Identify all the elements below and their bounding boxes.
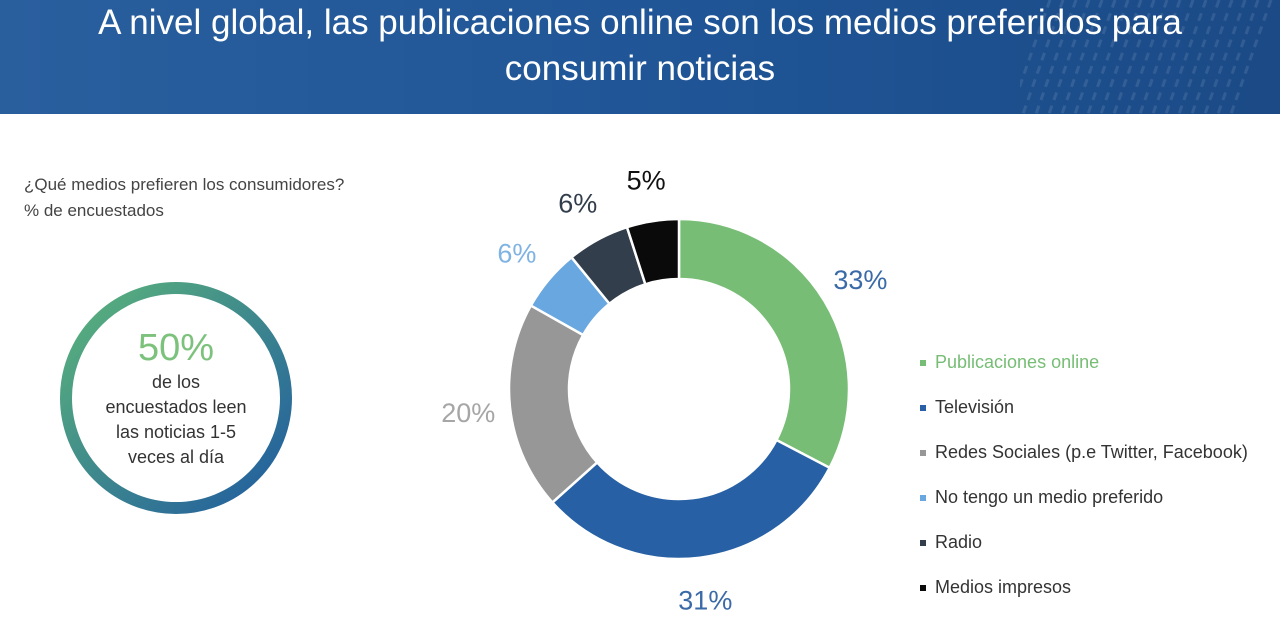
title-line-1: A nivel global, las publicaciones online…: [98, 3, 1182, 42]
donut-slice-1: [677, 217, 851, 470]
page-title: A nivel global, las publicaciones online…: [0, 0, 1280, 92]
header-banner: A nivel global, las publicaciones online…: [0, 0, 1280, 114]
legend-label: Televisión: [935, 397, 1015, 417]
legend-label: Medios impresos: [935, 577, 1072, 597]
legend-item-5: Radio: [920, 520, 1248, 565]
stat-value: 50%: [137, 327, 215, 369]
data-label-5: 6%: [558, 189, 597, 219]
legend-swatch: [920, 360, 926, 366]
title-line-2: consumir noticias: [504, 49, 776, 88]
data-label-1: 33%: [833, 265, 887, 295]
stat-callout: 50% de los encuestados leen las noticias…: [88, 326, 264, 470]
legend-label: No tengo un medio preferido: [935, 487, 1164, 507]
legend-item-4: No tengo un medio preferido: [920, 475, 1248, 520]
chart-question: ¿Qué medios prefieren los consumidores? …: [24, 172, 344, 224]
legend-item-3: Redes Sociales (p.e Twitter, Facebook): [920, 430, 1248, 475]
legend-label: Radio: [935, 532, 983, 552]
donut-slice-2: [550, 438, 832, 561]
data-label-6: 5%: [627, 166, 666, 196]
stat-description: de los encuestados leen las noticias 1-5…: [88, 370, 264, 470]
data-label-2: 31%: [678, 585, 732, 610]
question-line-1: ¿Qué medios prefieren los consumidores?: [24, 175, 345, 194]
donut-chart: 33% 31% 20% 6% 6% 5%: [441, 166, 887, 610]
stat-desc-line-3: las noticias 1-5: [115, 422, 237, 442]
header-pattern: [1020, 0, 1273, 114]
legend-item-6: Medios impresos: [920, 565, 1248, 610]
legend-swatch: [920, 495, 926, 501]
legend-swatch: [920, 540, 926, 546]
donut-slice-6: [625, 217, 681, 286]
legend-swatch: [920, 405, 926, 411]
stat-desc-line-2: encuestados leen: [105, 397, 247, 417]
legend-item-1: Publicaciones online: [920, 340, 1248, 385]
legend-item-2: Televisión: [920, 385, 1248, 430]
legend-label: Redes Sociales (p.e Twitter, Facebook): [935, 442, 1248, 462]
data-label-3: 20%: [441, 398, 495, 428]
data-label-4: 6%: [497, 238, 536, 268]
legend-swatch: [920, 450, 926, 456]
stat-desc-line-1: de los: [151, 372, 201, 392]
question-line-2: % de encuestados: [24, 201, 164, 220]
chart-legend: Publicaciones online Televisión Redes Soci…: [920, 340, 1248, 610]
stat-ring: [60, 282, 292, 514]
legend-label: Publicaciones online: [935, 352, 1100, 372]
stat-desc-line-4: veces al día: [127, 447, 225, 467]
legend-swatch: [920, 585, 926, 591]
